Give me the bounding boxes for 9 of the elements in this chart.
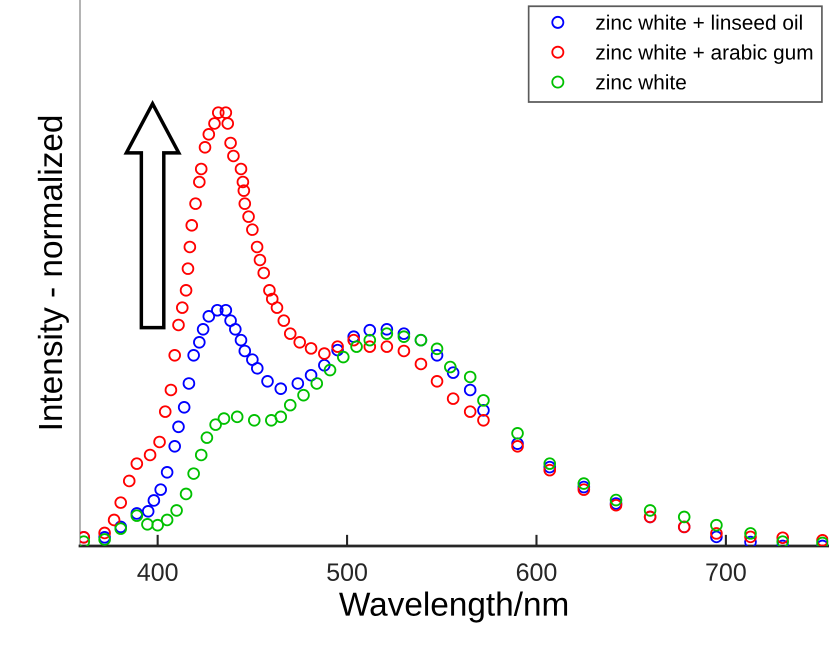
x-tick-label: 600 [516, 563, 556, 581]
x-tick-label: 500 [327, 563, 367, 581]
y-axis-title: Intensity - normalized [38, 116, 69, 428]
x-tick-label: 400 [137, 563, 178, 581]
x-axis-title: Wavelength/nm [339, 591, 568, 623]
legend-label: zinc white + linseed oil [596, 14, 802, 30]
legend-label: zinc white + arabic gum [596, 44, 812, 64]
legend-label: zinc white [596, 74, 686, 90]
x-tick-label: 700 [706, 563, 746, 581]
